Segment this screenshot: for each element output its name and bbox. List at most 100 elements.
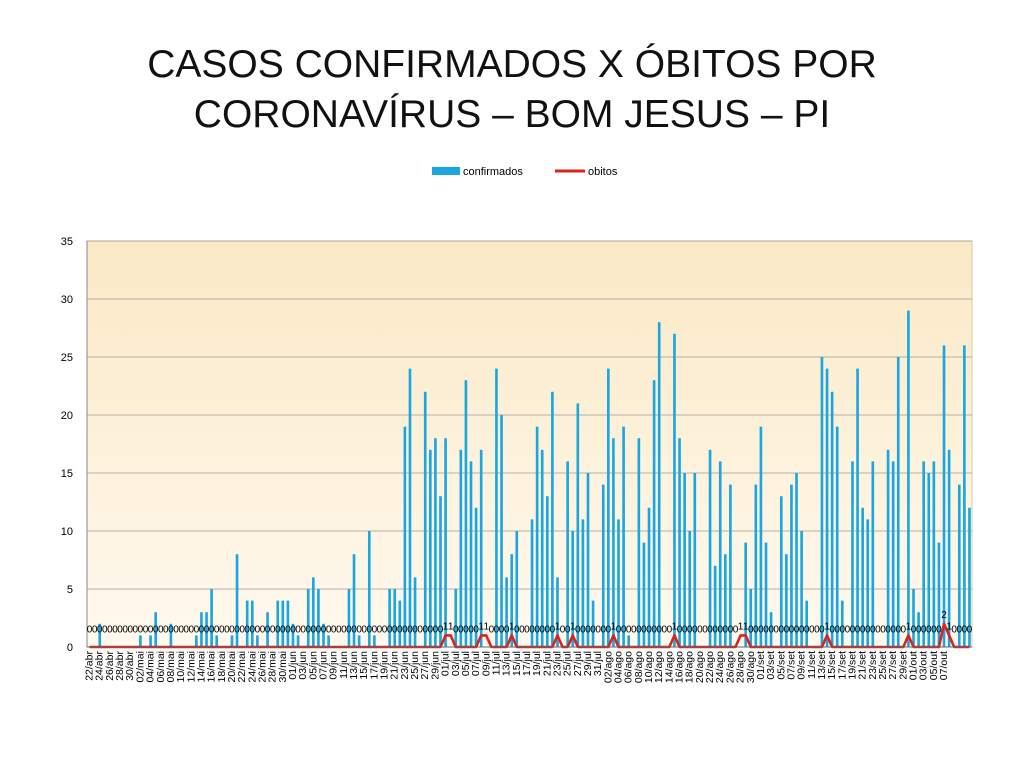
obitos-data-label: 1 bbox=[509, 621, 515, 632]
bar bbox=[510, 554, 514, 647]
obitos-data-label: 0 bbox=[402, 624, 408, 635]
obitos-data-label: 0 bbox=[133, 624, 139, 635]
obitos-data-label: 0 bbox=[870, 624, 876, 635]
obitos-data-label: 0 bbox=[351, 624, 357, 635]
obitos-data-label: 0 bbox=[433, 624, 439, 635]
x-tick-label: 28/mai bbox=[267, 651, 279, 683]
obitos-data-label: 0 bbox=[87, 624, 93, 635]
bar bbox=[281, 600, 285, 647]
bar bbox=[98, 623, 102, 647]
bar bbox=[922, 461, 926, 647]
bar bbox=[245, 600, 249, 647]
bar bbox=[291, 623, 295, 647]
y-tick-label: 0 bbox=[67, 642, 73, 654]
obitos-data-label: 0 bbox=[229, 624, 235, 635]
x-tick-label: 20/mai bbox=[226, 651, 238, 683]
bar bbox=[250, 600, 254, 647]
bar bbox=[444, 438, 447, 647]
obitos-data-label: 0 bbox=[199, 624, 205, 635]
obitos-data-label: 0 bbox=[636, 624, 642, 635]
obitos-data-label: 0 bbox=[224, 624, 230, 635]
bar bbox=[785, 554, 788, 647]
x-tick-label: 05/set bbox=[775, 651, 787, 680]
bar bbox=[856, 368, 859, 647]
obitos-data-label: 0 bbox=[295, 624, 301, 635]
x-tick-label: 07/jul bbox=[470, 651, 482, 676]
x-tick-label: 30/ago bbox=[745, 651, 757, 683]
obitos-data-label: 0 bbox=[392, 624, 398, 635]
obitos-data-label: 0 bbox=[453, 624, 459, 635]
x-tick-label: 05/jul bbox=[460, 651, 472, 676]
obitos-data-label: 0 bbox=[336, 624, 342, 635]
x-tick-label: 08/ago bbox=[633, 651, 645, 683]
bar bbox=[286, 600, 290, 647]
obitos-data-label: 0 bbox=[285, 624, 291, 635]
x-tick-label: 19/jun bbox=[379, 651, 391, 680]
x-tick-label: 26/abr bbox=[104, 651, 116, 681]
x-tick-label: 05/out bbox=[928, 651, 940, 680]
obitos-data-label: 0 bbox=[860, 624, 866, 635]
obitos-data-label: 0 bbox=[778, 624, 784, 635]
y-tick-label: 15 bbox=[61, 468, 73, 480]
bar bbox=[749, 589, 753, 647]
obitos-data-label: 1 bbox=[570, 621, 576, 632]
obitos-data-label: 0 bbox=[712, 624, 718, 635]
x-tick-label: 22/abr bbox=[84, 651, 96, 681]
obitos-data-label: 0 bbox=[723, 624, 729, 635]
bar bbox=[891, 461, 895, 647]
x-tick-label: 08/mai bbox=[165, 651, 177, 683]
obitos-data-label: 0 bbox=[499, 624, 505, 635]
obitos-data-label: 0 bbox=[255, 624, 261, 635]
x-tick-label: 02/mai bbox=[134, 651, 146, 683]
x-tick-label: 21/jun bbox=[389, 651, 401, 680]
obitos-data-label: 0 bbox=[550, 624, 556, 635]
bar bbox=[439, 496, 442, 647]
x-tick-label: 11/jun bbox=[338, 651, 350, 679]
bar bbox=[515, 531, 519, 647]
bar bbox=[723, 554, 727, 647]
obitos-data-label: 0 bbox=[748, 624, 754, 635]
bar bbox=[912, 589, 915, 647]
x-tick-label: 02/ago bbox=[602, 651, 614, 683]
plot-area bbox=[86, 240, 973, 648]
bar bbox=[235, 554, 239, 647]
bar bbox=[474, 507, 478, 647]
obitos-data-label: 0 bbox=[290, 624, 296, 635]
x-tick-label: 01/set bbox=[755, 651, 767, 680]
slide-title: CASOS CONFIRMADOS X ÓBITOS POR CORONAVÍR… bbox=[0, 40, 1024, 140]
obitos-data-label: 0 bbox=[372, 624, 378, 635]
obitos-data-label: 0 bbox=[565, 624, 571, 635]
obitos-data-label: 0 bbox=[962, 624, 968, 635]
obitos-data-label: 0 bbox=[651, 624, 657, 635]
obitos-data-label: 0 bbox=[804, 624, 810, 635]
x-tick-label: 29/set bbox=[897, 651, 909, 680]
obitos-data-label: 0 bbox=[529, 624, 535, 635]
x-tick-label: 01/jul bbox=[440, 651, 452, 676]
bar bbox=[927, 473, 931, 647]
obitos-data-label: 0 bbox=[260, 624, 266, 635]
obitos-data-label: 0 bbox=[367, 624, 373, 635]
x-tick-label: 10/ago bbox=[643, 651, 655, 683]
bar bbox=[764, 542, 768, 647]
bar bbox=[835, 426, 839, 647]
bar bbox=[312, 577, 315, 647]
obitos-data-label: 0 bbox=[834, 624, 840, 635]
obitos-data-label: 0 bbox=[916, 624, 922, 635]
grid bbox=[87, 240, 972, 590]
x-tick-label: 23/jun bbox=[399, 651, 411, 680]
bar bbox=[642, 542, 646, 647]
bar bbox=[215, 635, 219, 647]
obitos-data-label: 0 bbox=[814, 624, 820, 635]
obitos-data-label: 0 bbox=[789, 624, 795, 635]
obitos-data-label: 1 bbox=[738, 621, 744, 632]
x-tick-label: 29/jun bbox=[429, 651, 441, 680]
x-tick-label: 27/set bbox=[887, 651, 899, 680]
y-tick-label: 10 bbox=[61, 526, 73, 538]
x-tick-label: 14/ago bbox=[663, 651, 675, 683]
x-tick-label: 01/jun bbox=[287, 651, 299, 680]
obitos-data-label: 0 bbox=[575, 624, 581, 635]
x-tick-label: 01/out bbox=[908, 651, 920, 680]
bar bbox=[947, 449, 951, 647]
obitos-data-label: 0 bbox=[183, 624, 189, 635]
obitos-data-label: 0 bbox=[300, 624, 306, 635]
